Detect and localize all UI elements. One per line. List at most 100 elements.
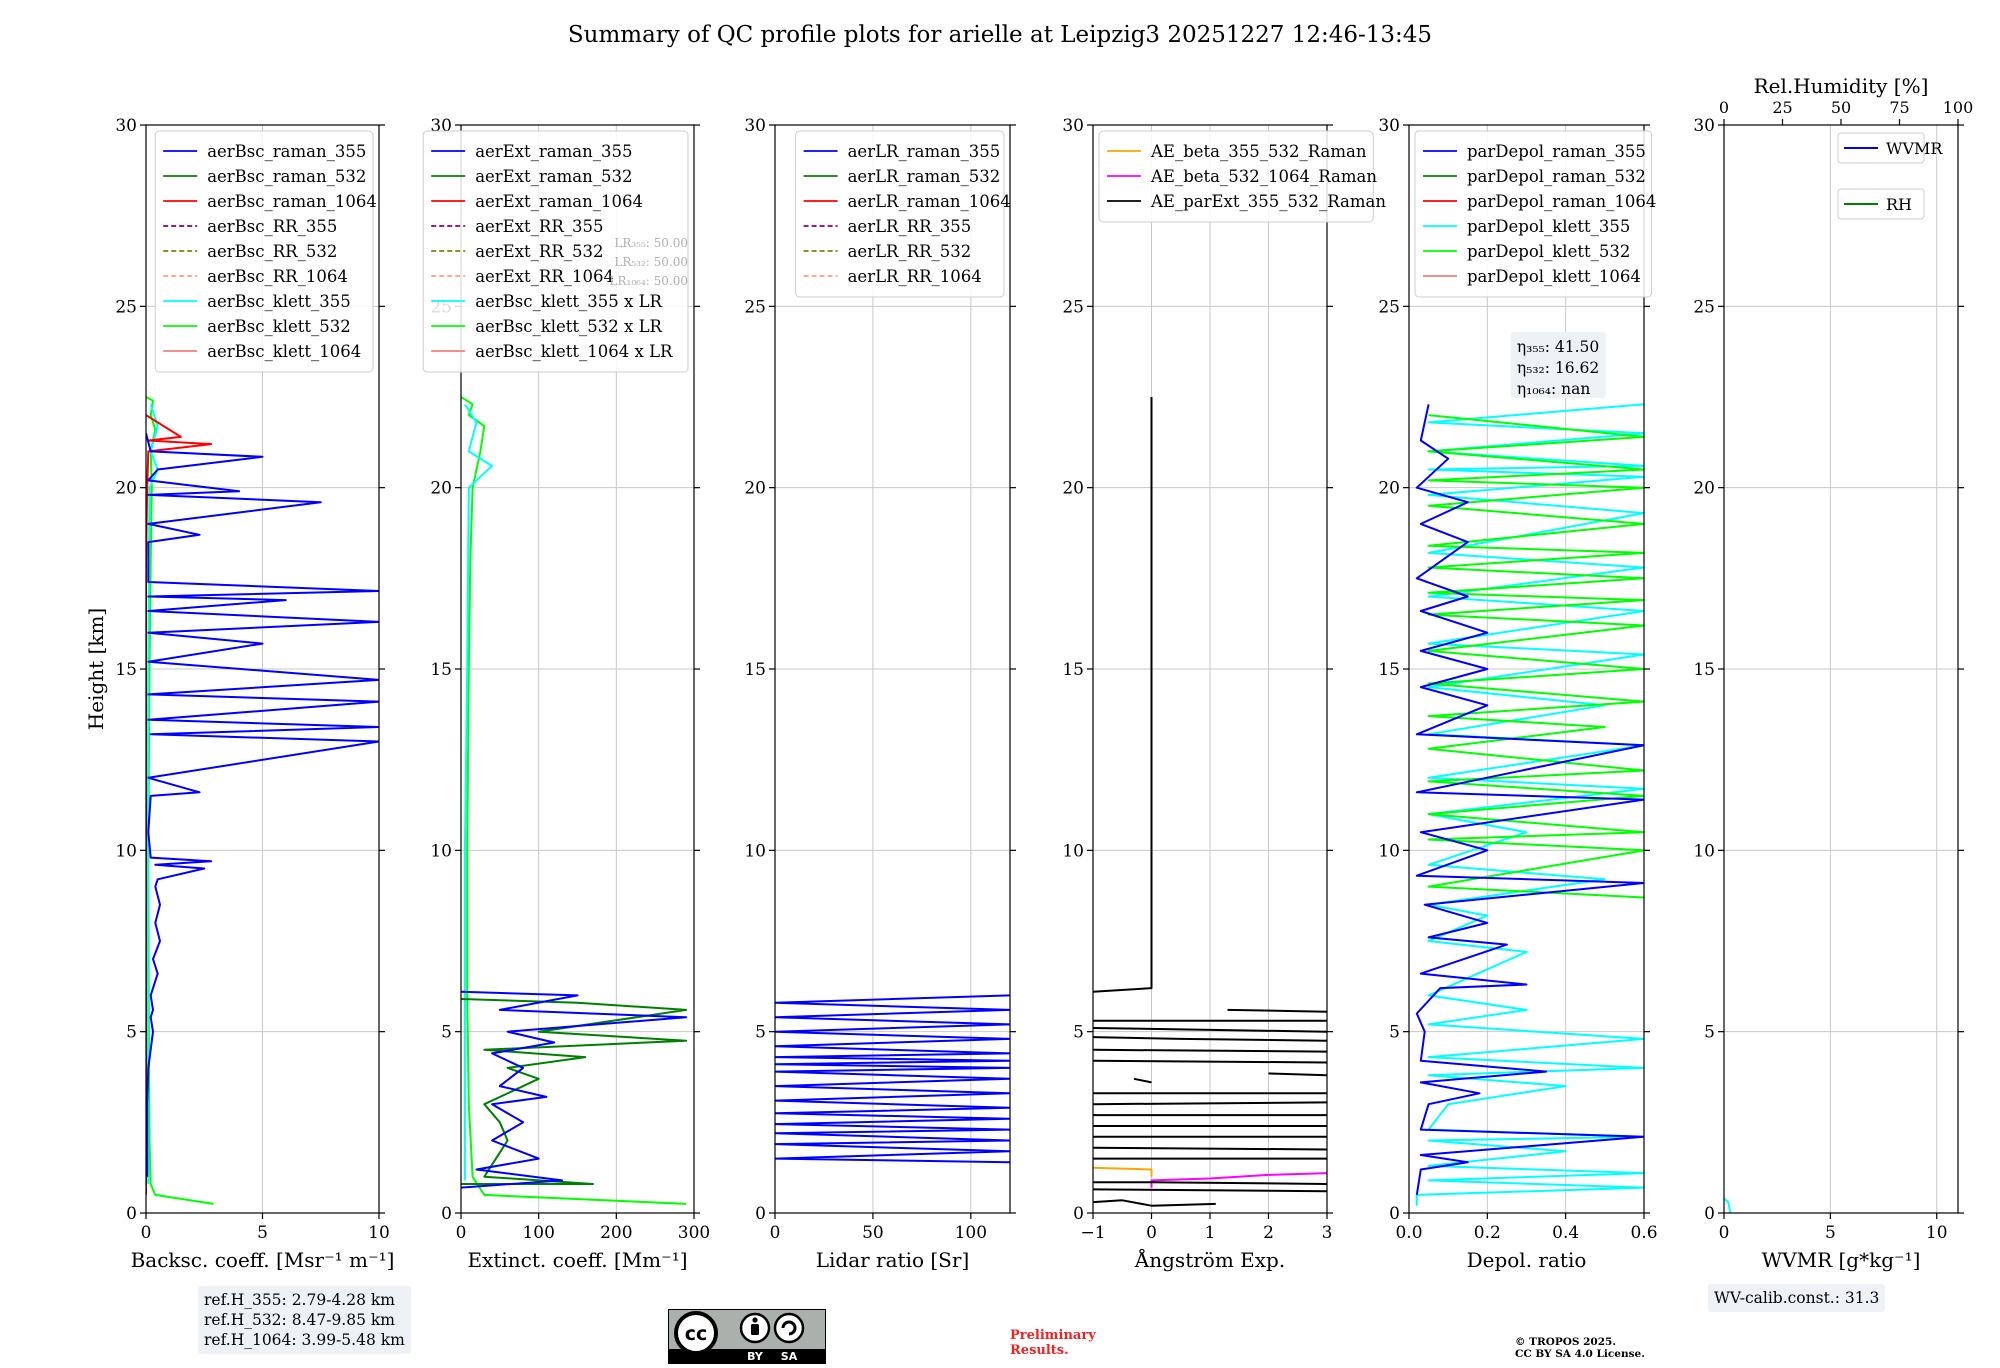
y-tick-label: 5 [126, 1023, 137, 1043]
legend-label-aerExt_raman_1064: aerExt_raman_1064 [475, 192, 643, 211]
cc-icon [674, 1311, 718, 1355]
lr-annotation: LR₅₃₂: 50.00 [614, 255, 688, 269]
x-tick-label: 300 [678, 1223, 710, 1243]
legend-extinction: aerExt_raman_355 aerExt_raman_532 aerExt_r… [422, 130, 689, 373]
profile-line-lime [146, 396, 214, 1205]
y-tick-label: 10 [1062, 841, 1084, 861]
x-axis-label: WVMR [g*kg⁻¹] [1762, 1248, 1921, 1272]
y-tick-label: 10 [430, 841, 452, 861]
legend-label-parDepol_klett_1064: parDepol_klett_1064 [1467, 267, 1641, 286]
depol-eta-label: η₃₅₅: 41.50 [1517, 338, 1599, 356]
legend-label-aerBsc_klett_1064 x LR: aerBsc_klett_1064 x LR [475, 342, 673, 361]
profile-line-cyan [463, 403, 494, 1181]
legend-label-aerBsc_klett_355: aerBsc_klett_355 [207, 292, 351, 311]
x-tick-label: 5 [1825, 1223, 1836, 1243]
legend-label-AE_beta_532_1064_Raman: AE_beta_532_1064_Raman [1150, 167, 1377, 186]
profile-line-black [1093, 1036, 1327, 1042]
legend-label-aerBsc_raman_532: aerBsc_raman_532 [207, 167, 366, 186]
x-tick-label: 10 [1926, 1223, 1948, 1243]
profile-line-black [1227, 1008, 1327, 1013]
x-axis-label: Extinct. coeff. [Mm⁻¹] [467, 1248, 687, 1272]
copyright-line-1: © TROPOS 2025. [1515, 1336, 1617, 1348]
x-tick-label: 5 [257, 1223, 268, 1243]
legend-lidar_ratio: aerLR_raman_355 aerLR_raman_532 aerLR_rama… [795, 130, 1011, 298]
y-tick-label: 15 [1062, 660, 1084, 680]
y-tick-label: 25 [1693, 297, 1715, 317]
legend-box [1837, 188, 1925, 220]
ref-height-355: ref.H_355: 2.79-4.28 km [204, 1291, 395, 1309]
x-tick-label: 3 [1322, 1223, 1333, 1243]
legend-wvmr: WVMR RH [1837, 132, 1943, 220]
legend-label-aerLR_raman_532: aerLR_raman_532 [848, 167, 1001, 186]
y-tick-label: 30 [1378, 116, 1400, 136]
y-tick-label: 0 [1073, 1204, 1084, 1224]
legend-label-aerExt_RR_1064: aerExt_RR_1064 [475, 267, 614, 286]
legend-label-aerBsc_klett_532 x LR: aerBsc_klett_532 x LR [475, 317, 662, 336]
y-tick-label: 20 [115, 479, 137, 499]
panel-depol: 0 5 10 15 20 25 30 0.0 0.2 0.4 0.6 Depol. ratio parD… [1378, 116, 1657, 1272]
legend-label-aerExt_raman_532: aerExt_raman_532 [475, 167, 632, 186]
y-axis-label: Height [km] [84, 608, 108, 730]
legend-label-aerBsc_RR_355: aerBsc_RR_355 [207, 217, 337, 236]
y-tick-label: 30 [744, 116, 766, 136]
profiles-lidar_ratio [775, 994, 1010, 1164]
profile-line-black [1093, 1188, 1327, 1193]
copyright-line-2: CC BY SA 4.0 License. [1515, 1348, 1645, 1360]
ref-height-1064: ref.H_1064: 3.99-5.48 km [204, 1331, 405, 1349]
y-tick-label: 20 [1693, 479, 1715, 499]
preliminary-line-2: Results. [1010, 1343, 1069, 1358]
y-tick-label: 0 [1704, 1204, 1715, 1224]
y-tick-label: 10 [115, 841, 137, 861]
y-tick-label: 20 [430, 479, 452, 499]
legend-depol: parDepol_raman_355 parDepol_raman_532 parD… [1414, 130, 1656, 298]
legend-label-aerBsc_raman_355: aerBsc_raman_355 [207, 142, 366, 161]
legend-label-aerExt_raman_355: aerExt_raman_355 [475, 142, 632, 161]
y-tick-label: 30 [115, 116, 137, 136]
legend-box [1837, 132, 1925, 164]
y-tick-label: 10 [1378, 841, 1400, 861]
legend-label-aerBsc_klett_1064: aerBsc_klett_1064 [207, 342, 361, 361]
x-tick-label: 0 [141, 1223, 152, 1243]
x-tick-label: 0 [1146, 1223, 1157, 1243]
profile-line-black [1093, 1181, 1327, 1185]
legend-label-WVMR: WVMR [1886, 139, 1943, 158]
legend-label-aerLR_RR_1064: aerLR_RR_1064 [848, 267, 982, 286]
y-tick-label: 15 [744, 660, 766, 680]
profile-line-blue [1415, 404, 1644, 1196]
profile-line-black [1093, 1101, 1327, 1106]
legend-label-AE_beta_355_532_Raman: AE_beta_355_532_Raman [1150, 142, 1367, 161]
legend-label-parDepol_raman_532: parDepol_raman_532 [1467, 167, 1646, 186]
x-tick-label: 1 [1205, 1223, 1216, 1243]
x-tick-label: 0 [1719, 1223, 1730, 1243]
profiles-depol [1415, 403, 1644, 1206]
preliminary-results-note: Preliminary Results. [1010, 1328, 1096, 1358]
x-axis-label: Backsc. coeff. [Msr⁻¹ m⁻¹] [131, 1248, 395, 1272]
x-tick-label: 0 [770, 1223, 781, 1243]
top-x-tick-label: 50 [1831, 98, 1851, 117]
profile-line-cyan [1724, 1197, 1732, 1213]
x-tick-label: 200 [600, 1223, 632, 1243]
legend-label-AE_parExt_355_532_Raman: AE_parExt_355_532_Raman [1150, 192, 1386, 211]
depol-eta-box [1510, 332, 1606, 398]
profiles-angstrom [1093, 397, 1327, 1207]
legend-label-aerLR_raman_355: aerLR_raman_355 [848, 142, 1001, 161]
wv-calib-text: WV-calib.const.: 31.3 [1714, 1289, 1880, 1307]
y-tick-label: 0 [1389, 1204, 1400, 1224]
profile-line-black [1093, 1146, 1327, 1151]
x-tick-label: 2 [1263, 1223, 1274, 1243]
legend-frame [1098, 130, 1374, 223]
legend-label-aerLR_RR_355: aerLR_RR_355 [848, 217, 972, 236]
panel-extinction: 0510152025300100200300Extinct. coeff. [M… [422, 116, 710, 1272]
ref-height-532: ref.H_532: 8.47-9.85 km [204, 1311, 395, 1329]
y-tick-label: 5 [1704, 1023, 1715, 1043]
profiles-wvmr [1724, 1197, 1732, 1213]
x-tick-label: 0.4 [1552, 1223, 1579, 1243]
sa-label: SA [781, 1350, 798, 1363]
wv-calib-box: WV-calib.const.: 31.3 [1708, 1284, 1886, 1312]
profile-line-black [1093, 397, 1153, 993]
legend-label-aerBsc_klett_532: aerBsc_klett_532 [207, 317, 351, 336]
legend-label-aerLR_raman_1064: aerLR_raman_1064 [848, 192, 1011, 211]
